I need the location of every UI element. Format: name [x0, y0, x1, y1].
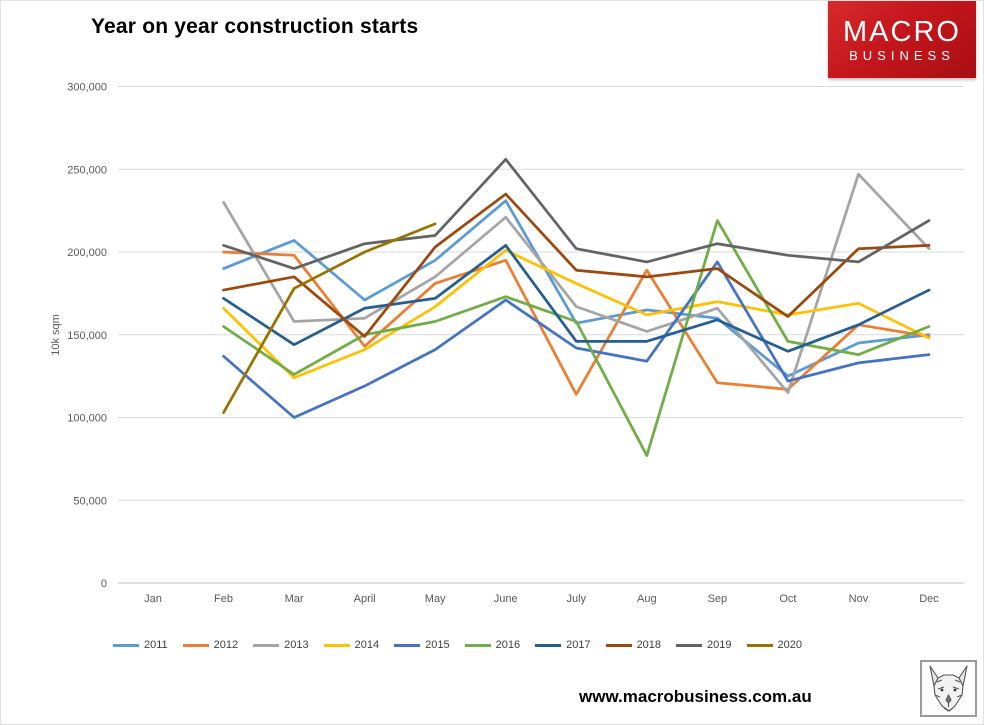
series-line-2017: [222, 244, 931, 353]
footer-url: www.macrobusiness.com.au: [579, 687, 812, 706]
series-line-2011: [222, 199, 931, 378]
x-tick-label-oct: Oct: [779, 593, 796, 605]
x-tick-label-nov: Nov: [849, 593, 869, 605]
legend-label-2019: 2019: [707, 639, 732, 651]
series-line-2018: [222, 192, 931, 338]
chart-gridlines: [118, 86, 964, 584]
legend-label-2017: 2017: [566, 639, 591, 651]
legend-swatch-2019: [676, 643, 703, 647]
legend-swatch-2014: [323, 643, 350, 647]
wolf-sketch-icon: [929, 665, 968, 712]
x-tick-label-july: July: [566, 593, 586, 605]
legend-item-2018: 2018: [605, 639, 662, 651]
legend-swatch-2017: [535, 643, 562, 647]
series-line-2016: [222, 219, 931, 457]
legend-swatch-2016: [464, 643, 491, 647]
series-line-2019: [222, 157, 931, 270]
chart-legend: 2011 2012 2013 2014 2015 2016 2017 2018 2019 2020: [113, 639, 817, 651]
legend-swatch-2018: [605, 643, 632, 647]
legend-swatch-2012: [182, 643, 209, 647]
legend-item-2011: 2011: [113, 639, 168, 651]
y-tick-label: 0: [101, 578, 107, 590]
wolf-logo: [920, 660, 977, 717]
x-axis-month-labels: Jan Feb Mar April May June July Aug Sep Oct Nov Dec: [144, 593, 939, 605]
legend-label-2013: 2013: [284, 639, 309, 651]
y-axis-tick-labels: 0 50,000 100,000 150,000 200,000 250,000 300,0…: [67, 82, 107, 591]
chart-title: Year on year construction starts: [91, 15, 419, 38]
series-line-2014: [222, 248, 931, 380]
legend-label-2012: 2012: [213, 639, 239, 651]
legend-label-2020: 2020: [777, 639, 803, 651]
x-tick-label-jan: Jan: [144, 593, 162, 605]
legend-label-2011: 2011: [144, 639, 168, 651]
x-tick-label-mar: Mar: [285, 593, 304, 605]
legend-label-2015: 2015: [425, 639, 450, 651]
legend-label-2016: 2016: [495, 639, 521, 651]
legend-swatch-2011: [113, 643, 139, 647]
legend-item-2019: 2019: [676, 639, 732, 651]
x-tick-label-sep: Sep: [708, 593, 728, 605]
legend-item-2014: 2014: [323, 639, 380, 651]
logo-text-macro: MACRO: [843, 15, 961, 48]
x-tick-label-aug: Aug: [637, 593, 657, 605]
series-line-2020: [222, 222, 437, 414]
macrobusiness-logo: MACRO BUSINESS: [828, 1, 976, 78]
legend-item-2016: 2016: [464, 639, 521, 651]
y-tick-label: 50,000: [73, 495, 107, 507]
legend-swatch-2015: [394, 643, 421, 647]
x-tick-label-april: April: [354, 593, 376, 605]
legend-item-2015: 2015: [394, 639, 450, 651]
y-axis-title: 10k sqm: [50, 314, 62, 356]
legend-item-2012: 2012: [182, 639, 239, 651]
x-tick-label-feb: Feb: [214, 593, 233, 605]
legend-swatch-2013: [253, 643, 280, 647]
legend-item-2020: 2020: [746, 639, 803, 651]
y-tick-label: 200,000: [67, 247, 107, 259]
chart-series-lines: [222, 157, 931, 457]
legend-swatch-2020: [746, 643, 773, 647]
y-tick-label: 250,000: [67, 164, 107, 176]
x-tick-label-june: June: [494, 593, 518, 605]
legend-item-2013: 2013: [253, 639, 309, 651]
x-tick-label-may: May: [425, 593, 446, 605]
series-line-2015: [222, 260, 931, 419]
legend-label-2014: 2014: [354, 639, 380, 651]
x-tick-label-dec: Dec: [919, 593, 939, 605]
y-tick-label: 100,000: [67, 413, 107, 425]
logo-text-business: BUSINESS: [849, 47, 955, 63]
legend-label-2018: 2018: [636, 639, 662, 651]
y-tick-label: 300,000: [67, 82, 107, 94]
y-tick-label: 150,000: [67, 330, 107, 342]
legend-item-2017: 2017: [535, 639, 591, 651]
